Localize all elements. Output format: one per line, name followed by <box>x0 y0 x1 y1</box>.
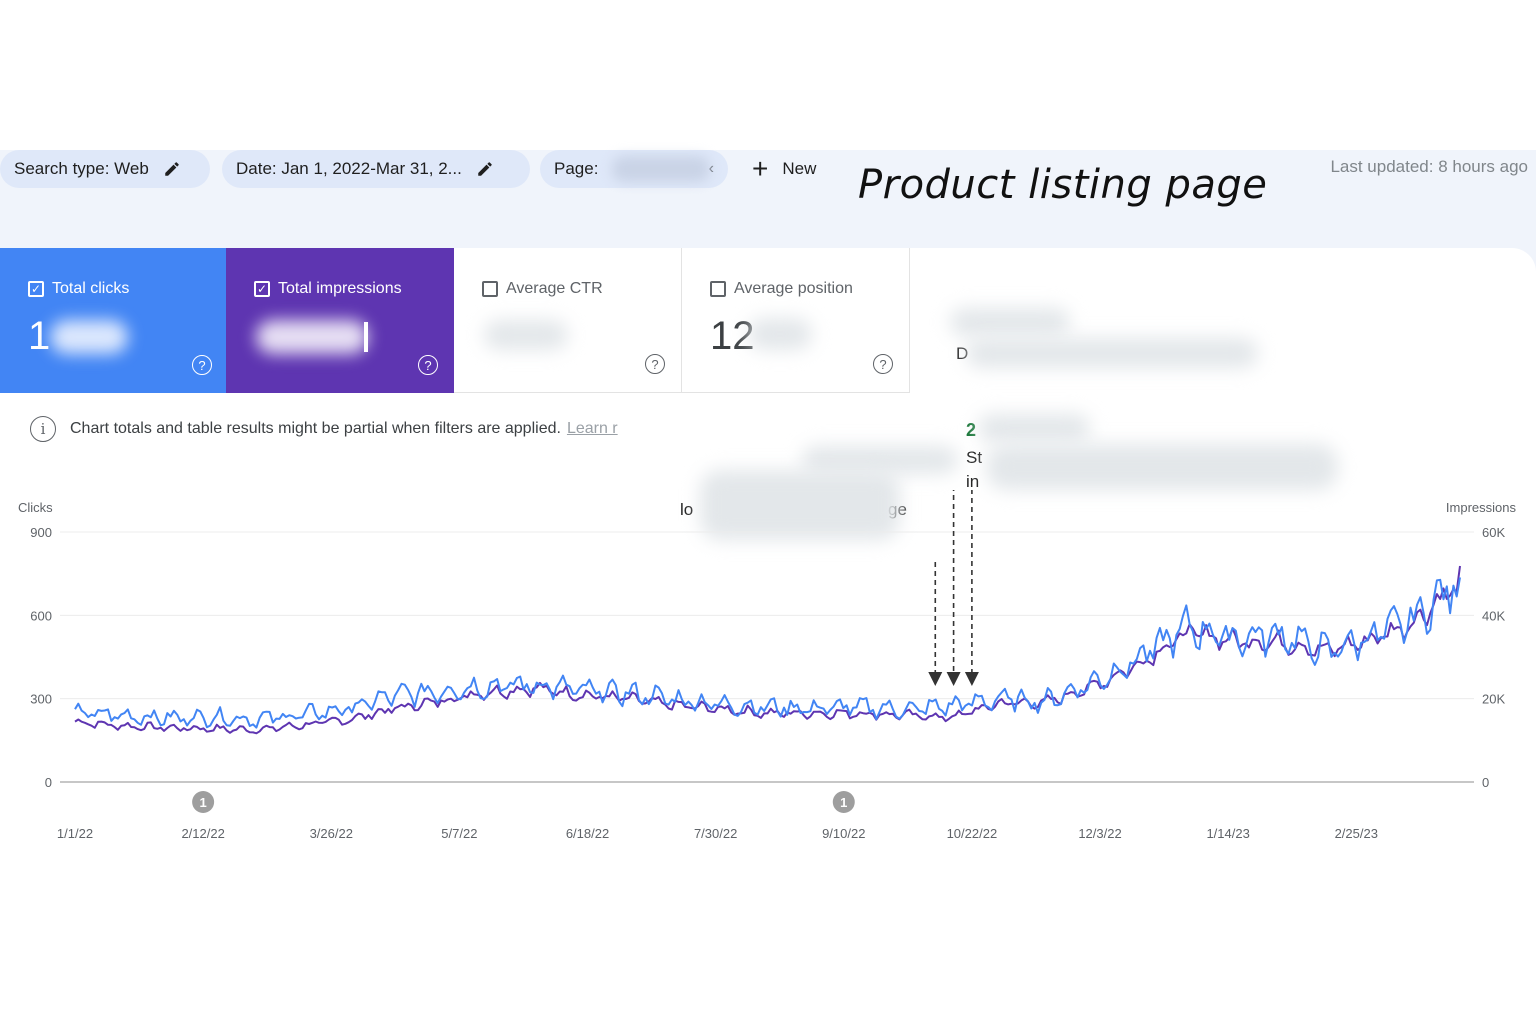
x-axis-tick: 7/30/22 <box>694 826 737 841</box>
annotation-arrow-head <box>964 672 979 686</box>
x-axis-tick: 1/14/23 <box>1206 826 1249 841</box>
help-icon[interactable]: ? <box>645 354 665 374</box>
redacted-page-value <box>612 156 710 182</box>
x-axis-tick: 2/12/22 <box>181 826 224 841</box>
help-icon[interactable]: ? <box>418 355 438 375</box>
x-axis-tick: 10/22/22 <box>947 826 998 841</box>
pencil-icon[interactable] <box>163 160 181 178</box>
new-filter-button[interactable]: + New <box>752 152 816 186</box>
annotation-label-lo: lo <box>680 500 694 519</box>
event-marker-label: 1 <box>200 795 207 810</box>
right-axis-tick: 20K <box>1482 692 1505 707</box>
right-axis-tick: 60K <box>1482 525 1505 540</box>
value-glyph-fragment <box>364 322 368 352</box>
annotation-arrow-head <box>946 672 961 686</box>
checkbox-unchecked-icon[interactable] <box>710 281 726 297</box>
plus-icon: + <box>752 153 769 184</box>
x-axis-tick: 6/18/22 <box>566 826 609 841</box>
event-marker-circle <box>832 791 855 813</box>
close-icon[interactable]: ‹ <box>708 160 714 177</box>
average-ctr-card[interactable]: Average CTR ? <box>454 248 682 393</box>
partial-results-notice: i Chart totals and table results might b… <box>30 416 618 442</box>
total-impressions-header: ✓ Total impressions <box>254 280 402 298</box>
redacted-position-value <box>748 318 812 350</box>
redacted-annotation-value <box>978 414 1090 442</box>
learn-more-link[interactable]: Learn r <box>566 420 618 437</box>
redacted-clicks-value <box>50 320 128 354</box>
redacted-impressions-value <box>256 320 368 354</box>
right-axis-tick: 40K <box>1482 608 1505 623</box>
performance-chart: Clicks Impressions 900 60K 600 40K 300 20K 0 0 1/1… <box>18 490 1517 841</box>
chart-axis-labels: Clicks Impressions 900 60K 600 40K 300 20K 0 0 1/1… <box>18 500 1517 841</box>
average-position-label: Average position <box>734 280 853 297</box>
date-range-label: Date: Jan 1, 2022-Mar 31, 2... <box>236 159 462 178</box>
total-clicks-header: ✓ Total clicks <box>28 280 129 298</box>
average-ctr-label: Average CTR <box>506 280 603 297</box>
total-clicks-card[interactable]: ✓ Total clicks 1 ? <box>0 248 228 393</box>
notice-text: Chart totals and table results might be … <box>70 420 561 437</box>
annotation-label-st: St <box>966 448 983 467</box>
checkbox-checked-icon[interactable]: ✓ <box>28 281 44 297</box>
search-type-label: Search type: Web <box>14 159 149 178</box>
help-icon[interactable]: ? <box>192 355 212 375</box>
average-position-header: Average position <box>710 280 853 298</box>
redacted-annotation-text <box>966 338 1258 368</box>
total-clicks-label: Total clicks <box>52 280 130 297</box>
chart-gridlines <box>60 531 1474 783</box>
x-axis-tick: 9/10/22 <box>822 826 865 841</box>
x-axis-tick: 1/1/22 <box>57 826 93 841</box>
annotation-label-in: in <box>966 472 980 491</box>
clicks-series-line <box>74 577 1461 729</box>
pencil-icon[interactable] <box>476 160 494 178</box>
x-axis-tick: 3/26/22 <box>310 826 353 841</box>
help-icon[interactable]: ? <box>873 354 893 374</box>
left-axis-tick: 0 <box>45 775 52 790</box>
redacted-annotation-text <box>986 444 1338 490</box>
average-ctr-header: Average CTR <box>482 280 603 298</box>
right-axis-tick: 0 <box>1482 775 1489 790</box>
date-range-chip[interactable]: Date: Jan 1, 2022-Mar 31, 2... <box>222 150 530 188</box>
left-axis-tick: 900 <box>30 525 52 540</box>
redacted-ctr-value <box>484 320 568 350</box>
annotation-arrows <box>928 490 979 686</box>
x-axis-tick: 12/3/22 <box>1078 826 1121 841</box>
checkbox-unchecked-icon[interactable] <box>482 281 498 297</box>
x-axis-tick: 2/25/23 <box>1335 826 1378 841</box>
event-marker-label: 1 <box>840 795 847 810</box>
left-axis-tick: 600 <box>30 608 52 623</box>
search-type-chip[interactable]: Search type: Web <box>0 150 210 188</box>
left-axis-tick: 300 <box>30 692 52 707</box>
annotation-arrow-head <box>928 672 943 686</box>
page-filter-label: Page: <box>554 159 599 178</box>
event-marker-circle <box>192 791 215 813</box>
annotation-green-value: 2 <box>966 420 977 440</box>
impressions-series-line <box>74 565 1461 735</box>
x-axis-tick: 5/7/22 <box>441 826 477 841</box>
last-updated-text: Last updated: 8 hours ago <box>1330 157 1528 176</box>
annotation-label-d: D <box>956 344 969 363</box>
average-position-value: 12 <box>710 314 755 358</box>
chart-lines <box>74 565 1461 735</box>
redacted-annotation-text <box>700 470 900 540</box>
total-impressions-label: Total impressions <box>278 280 402 297</box>
info-icon: i <box>30 416 56 442</box>
new-filter-label: New <box>782 159 817 178</box>
average-position-card[interactable]: Average position 12 ? <box>682 248 910 393</box>
left-axis-title: Clicks <box>18 500 53 515</box>
total-impressions-card[interactable]: ✓ Total impressions ? <box>226 248 454 393</box>
right-axis-title: Impressions <box>1446 500 1517 515</box>
redacted-annotation-title <box>950 308 1070 336</box>
total-clicks-value: 1 <box>28 314 51 358</box>
page-headline: Product listing page <box>858 162 1268 208</box>
checkbox-checked-icon[interactable]: ✓ <box>254 281 270 297</box>
redacted-annotation-title <box>802 446 958 474</box>
